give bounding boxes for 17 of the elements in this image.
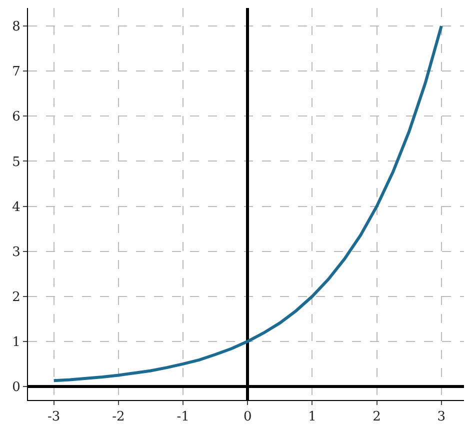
x-tick-label: 0 <box>243 410 252 425</box>
y-tick-label: 6 <box>12 110 20 125</box>
x-tick-label: -3 <box>48 410 60 425</box>
y-tick-label: 8 <box>12 20 20 35</box>
y-tick-label: 7 <box>12 64 20 80</box>
y-tick-label: 5 <box>12 154 20 170</box>
x-tick-label: 3 <box>437 410 446 425</box>
line-series <box>52 24 443 382</box>
y-tick-label: 3 <box>12 244 20 260</box>
y-tick-label: 1 <box>12 334 20 350</box>
x-tick-label: 1 <box>308 410 316 425</box>
y-tick-label: 4 <box>12 200 20 215</box>
x-tick-label: 2 <box>372 410 381 425</box>
y-tick-label: 2 <box>12 290 20 305</box>
y-tick-label: 0 <box>12 380 20 396</box>
x-tick-label: -2 <box>112 410 125 425</box>
x-tick-label: -1 <box>176 410 190 425</box>
